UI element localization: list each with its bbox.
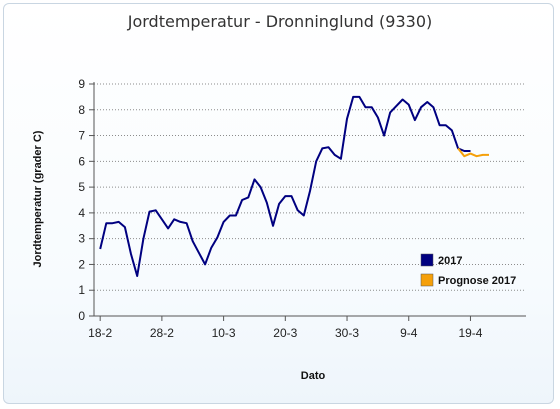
x-tick-label: 20-3 — [273, 326, 297, 340]
y-tick-label: 9 — [78, 77, 85, 91]
x-tick-label: 10-3 — [212, 326, 236, 340]
chart-title: Jordtemperatur - Dronninglund (9330) — [127, 12, 433, 31]
series-line-1 — [457, 147, 489, 158]
y-tick-label: 7 — [78, 129, 85, 143]
legend-swatch — [420, 273, 434, 287]
x-tick-label: 18-2 — [88, 326, 112, 340]
x-tick-label: 9-4 — [400, 326, 418, 340]
legend-label: 2017 — [438, 255, 462, 267]
legend-label: Prognose 2017 — [438, 275, 516, 287]
y-axis-label: Jordtemperatur (grader C) — [32, 130, 44, 267]
axes — [93, 82, 526, 317]
y-tick-label: 5 — [78, 180, 85, 194]
y-tick-label: 6 — [78, 154, 85, 168]
y-tick-label: 4 — [78, 206, 85, 220]
y-tick-labels: 0 1 2 3 4 5 6 7 8 9 — [78, 77, 85, 323]
legend-swatch — [420, 253, 434, 267]
x-axis-label: Dato — [301, 370, 326, 382]
y-tick-label: 1 — [78, 283, 85, 297]
x-tick-label: 28-2 — [150, 326, 174, 340]
series-lines — [99, 95, 489, 277]
y-tick-label: 8 — [78, 103, 85, 117]
legend: 2017 Prognose 2017 — [420, 253, 516, 287]
x-tick-labels: 18-2 28-2 10-3 20-3 30-3 9-4 19-4 — [88, 316, 483, 340]
y-tick-label: 2 — [78, 257, 85, 271]
x-tick-label: 30-3 — [335, 326, 359, 340]
series-line-0 — [99, 95, 471, 277]
y-tick-label: 3 — [78, 232, 85, 246]
x-tick-label: 19-4 — [458, 326, 482, 340]
y-tick-label: 0 — [78, 309, 85, 323]
